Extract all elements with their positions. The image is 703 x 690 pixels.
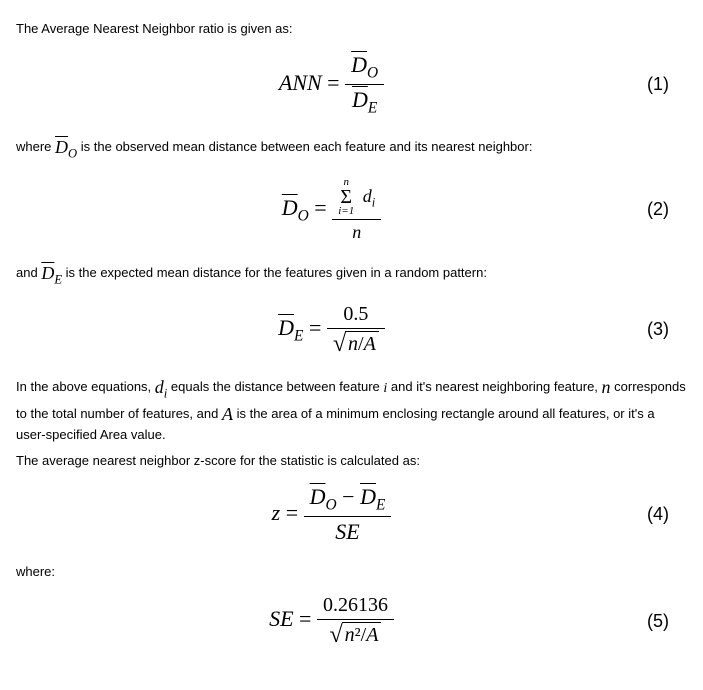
equation-2-row: DO = n Σ i=1 di n (2) (16, 177, 687, 243)
para4-b: equals the distance between feature (171, 379, 383, 394)
sym-d-inline: d (155, 377, 164, 397)
equation-4-number: (4) (647, 504, 687, 525)
zscore-text: The average nearest neighbor z-score for… (16, 452, 687, 470)
rad-a-5: A (366, 624, 378, 646)
sub-i-2: i (372, 196, 376, 210)
minus-4: − (342, 484, 360, 509)
den-se-4: SE (304, 516, 392, 545)
sub-o-inline: O (68, 147, 77, 161)
sym-a-inline: A (222, 402, 233, 426)
equation-5-row: SE = 0.26136 √ n²/A (5) (16, 594, 687, 648)
equation-1-number: (1) (647, 74, 687, 95)
de-def-text: and DE is the expected mean distance for… (16, 261, 687, 289)
para4-a: In the above equations, (16, 379, 155, 394)
where-text: where: (16, 563, 687, 581)
rad-n-5: n (345, 624, 355, 646)
rad-a-3: A (364, 333, 376, 355)
equals-5: = (299, 606, 317, 631)
equation-3-row: DE = 0.5 √ n/A (3) (16, 303, 687, 357)
den-n-2: n (332, 219, 381, 243)
sub-e-1: E (368, 99, 377, 116)
equals-4: = (286, 499, 304, 524)
symbols-explain-text: In the above equations, di equals the di… (16, 375, 687, 444)
para3-b: is the expected mean distance for the fe… (66, 265, 487, 280)
equation-3: DE = 0.5 √ n/A (16, 303, 647, 357)
num-const: 0.26136 (317, 594, 394, 619)
equation-1-row: ANN = DO DE (1) (16, 52, 687, 118)
para3-a: and (16, 265, 41, 280)
num-half: 0.5 (327, 303, 385, 328)
equation-5: SE = 0.26136 √ n²/A (16, 594, 647, 648)
sub-o-4: O (326, 496, 337, 513)
intro-text: The Average Nearest Neighbor ratio is gi… (16, 20, 687, 38)
equation-1: ANN = DO DE (16, 52, 647, 118)
equation-4-row: z = DO − DE SE (4) (16, 484, 687, 545)
sym-se: SE (269, 606, 293, 631)
equation-3-number: (3) (647, 319, 687, 340)
sub-i-inline: i (164, 386, 168, 400)
sub-e-4: E (376, 496, 385, 513)
sym-i-inline: i (383, 380, 387, 399)
para2-a: where (16, 139, 55, 154)
sub-e-inline: E (54, 273, 62, 287)
equals-1: = (327, 69, 345, 94)
equals-2: = (314, 195, 332, 220)
equation-4: z = DO − DE SE (16, 484, 647, 545)
sum-lower: i=1 (338, 206, 354, 217)
sym-z: z (272, 499, 281, 524)
sub-e-3: E (294, 327, 303, 344)
equation-2-number: (2) (647, 199, 687, 220)
sub-o-2: O (298, 207, 309, 224)
equals-3: = (309, 315, 327, 340)
sym-n-inline: n (602, 375, 611, 399)
rad-n-3: n (348, 333, 358, 355)
equation-5-number: (5) (647, 611, 687, 632)
equation-2: DO = n Σ i=1 di n (16, 177, 647, 243)
sym-ann: ANN (279, 69, 322, 94)
sub-o-1: O (367, 64, 378, 81)
para2-b: is the observed mean distance between ea… (81, 139, 533, 154)
para4-c: and it's nearest neighboring feature, (391, 379, 602, 394)
do-def-text: where DO is the observed mean distance b… (16, 135, 687, 163)
sym-d-2: d (363, 186, 372, 206)
